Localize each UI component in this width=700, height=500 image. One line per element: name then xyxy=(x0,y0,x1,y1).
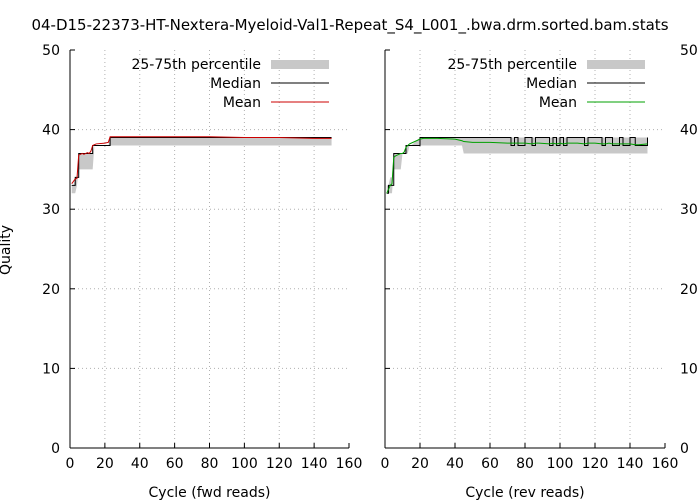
chart-title: 04-D15-22373-HT-Nextera-Myeloid-Val1-Rep… xyxy=(31,16,668,35)
x-tick-label: 120 xyxy=(582,456,609,472)
y-tick-label: 10 xyxy=(680,361,698,377)
y-tick-label: 10 xyxy=(42,361,60,377)
legend-band-swatch xyxy=(587,60,645,69)
y-tick-label: 30 xyxy=(42,202,60,218)
panel-fwd: 0 20 40 60 80 100 120 140 160 0 10 20 30 40 50 Cycle (f… xyxy=(42,43,362,500)
x-tick-label: 80 xyxy=(201,456,219,472)
x-tick-label: 40 xyxy=(446,456,464,472)
x-tick-label: 20 xyxy=(96,456,114,472)
legend-mean-label: Mean xyxy=(539,95,577,111)
x-tick-label: 60 xyxy=(481,456,499,472)
x-axis-label-rev: Cycle (rev reads) xyxy=(465,485,584,500)
y-tick-label: 20 xyxy=(680,282,698,298)
x-tick-label: 160 xyxy=(336,456,363,472)
legend-median-label: Median xyxy=(526,76,577,92)
mean-line-rev xyxy=(386,137,648,194)
y-tick-label: 0 xyxy=(680,441,689,457)
y-axis-label: Quality xyxy=(0,225,14,275)
x-tick-label: 0 xyxy=(66,456,75,472)
x-axis-label-fwd: Cycle (fwd reads) xyxy=(149,485,271,500)
x-tick-label: 120 xyxy=(266,456,293,472)
legend-band-label: 25-75th percentile xyxy=(447,57,577,73)
legend-mean-label: Mean xyxy=(223,95,261,111)
percentile-band-fwd xyxy=(71,137,332,194)
y-tick-label: 40 xyxy=(680,123,698,139)
y-tick-label: 0 xyxy=(51,441,60,457)
y-tick-label: 50 xyxy=(680,43,698,59)
x-tick-label: 160 xyxy=(652,456,679,472)
legend-median-label: Median xyxy=(210,76,261,92)
legend-band-label: 25-75th percentile xyxy=(131,57,261,73)
x-tick-label: 140 xyxy=(617,456,644,472)
x-tick-label: 20 xyxy=(411,456,429,472)
y-tick-label: 40 xyxy=(42,123,60,139)
y-tick-label: 20 xyxy=(42,282,60,298)
legend-band-swatch xyxy=(271,60,329,69)
x-tick-label: 40 xyxy=(131,456,149,472)
x-tick-label: 80 xyxy=(516,456,534,472)
x-tick-label: 100 xyxy=(547,456,574,472)
x-tick-label: 0 xyxy=(381,456,390,472)
x-tick-label: 140 xyxy=(301,456,328,472)
y-tick-label: 30 xyxy=(680,202,698,218)
x-tick-label: 100 xyxy=(231,456,258,472)
median-line-rev xyxy=(386,137,648,194)
y-tick-label: 50 xyxy=(42,43,60,59)
x-tick-label: 60 xyxy=(166,456,184,472)
mean-line-fwd xyxy=(71,136,332,185)
median-line-fwd xyxy=(71,137,332,186)
percentile-band-rev xyxy=(386,137,648,194)
